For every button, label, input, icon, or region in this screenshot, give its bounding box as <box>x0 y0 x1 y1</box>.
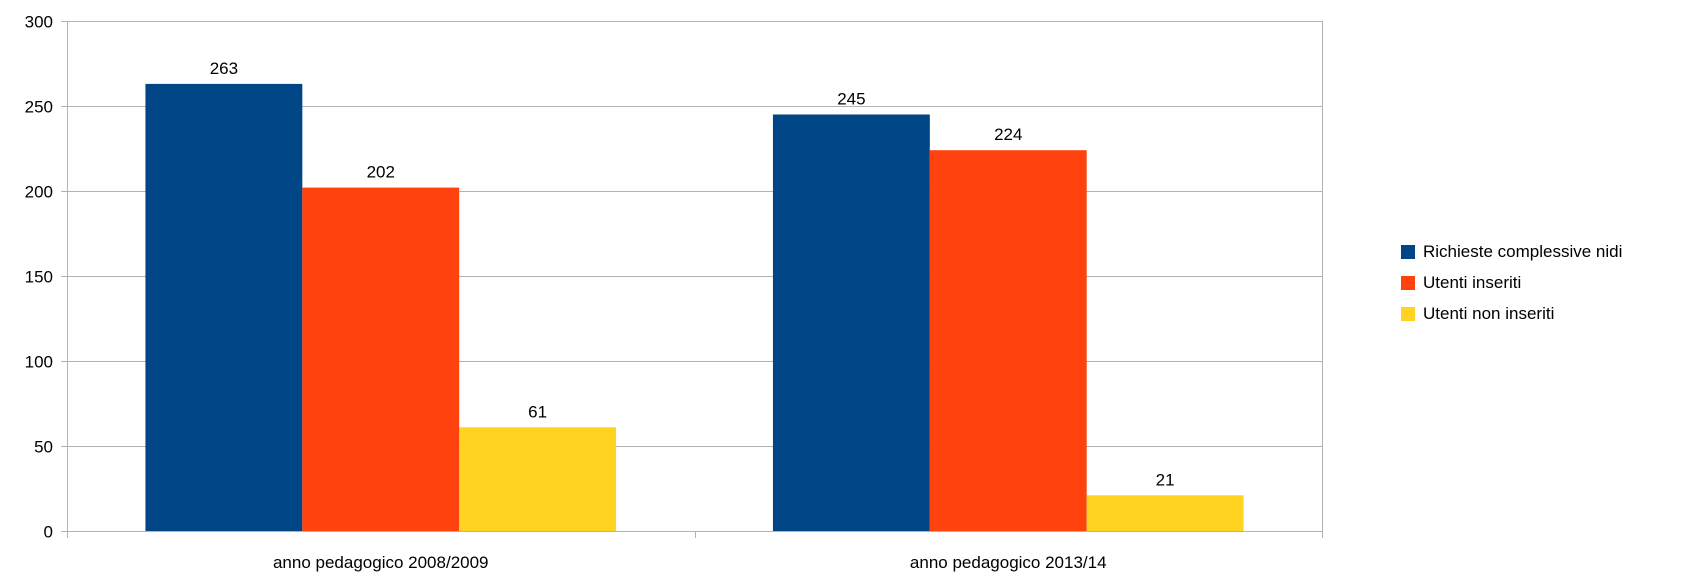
bar <box>772 114 930 531</box>
bars <box>145 83 1244 532</box>
bar <box>145 83 303 532</box>
legend-item: Utenti non inseriti <box>1401 298 1622 329</box>
legend-item: Richieste complessive nidi <box>1401 236 1622 267</box>
y-tick-label: 300 <box>25 13 53 32</box>
bar <box>929 150 1087 531</box>
legend-swatch <box>1401 244 1415 259</box>
x-tick-label: anno pedagogico 2008/2009 <box>273 553 489 572</box>
data-label: 245 <box>837 90 865 109</box>
legend-label: Utenti non inseriti <box>1423 303 1555 323</box>
legend: Richieste complessive nidi Utenti inserit… <box>1401 236 1622 329</box>
y-tick-label: 200 <box>25 183 53 202</box>
data-label: 21 <box>1156 470 1175 489</box>
legend-label: Utenti inseriti <box>1423 272 1522 292</box>
y-tick-label: 0 <box>44 523 53 542</box>
legend-swatch <box>1401 306 1415 321</box>
data-label: 61 <box>528 402 547 421</box>
data-label: 202 <box>367 163 395 182</box>
legend-swatch <box>1401 275 1415 290</box>
y-tick-label: 150 <box>25 268 53 287</box>
data-label: 224 <box>994 125 1022 144</box>
y-tick-label: 50 <box>34 438 53 457</box>
x-tick-label: anno pedagogico 2013/14 <box>910 553 1107 572</box>
data-labels: 263 202 61 245 224 21 <box>210 59 1175 489</box>
legend-label: Richieste complessive nidi <box>1423 241 1623 261</box>
bar <box>1086 495 1244 531</box>
bar <box>459 427 617 531</box>
legend-item: Utenti inseriti <box>1401 267 1622 298</box>
axes: 0 50 100 150 200 250 300 anno pedagogico 2008/2… <box>25 13 1323 572</box>
bar <box>302 187 460 531</box>
y-tick-label: 100 <box>25 353 53 372</box>
y-tick-label: 250 <box>25 98 53 117</box>
data-label: 263 <box>210 59 238 78</box>
